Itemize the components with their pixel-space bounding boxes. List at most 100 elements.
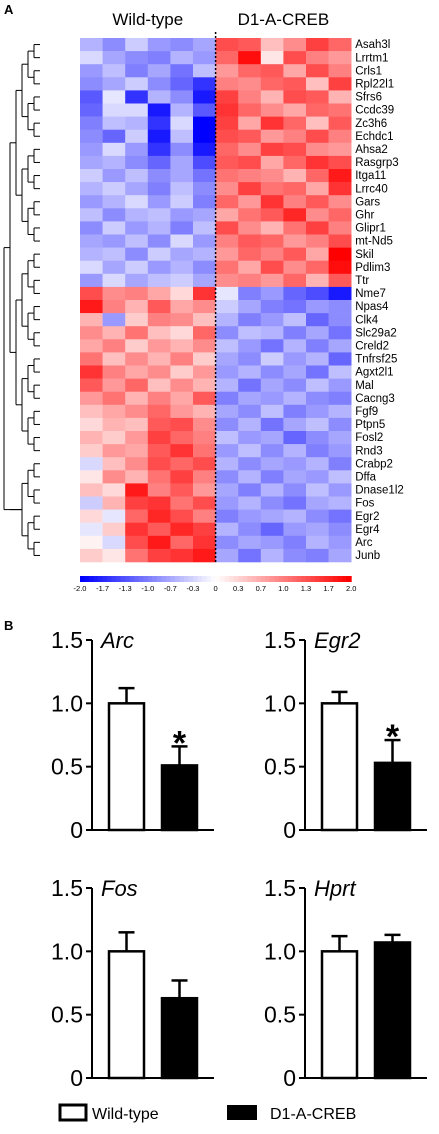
heatmap-cell <box>283 300 307 314</box>
heatmap-cell <box>170 339 194 353</box>
heatmap-cell <box>238 365 262 379</box>
heatmap-cell <box>193 365 216 379</box>
color-scale-step <box>265 576 271 582</box>
heatmap-cell <box>125 326 149 340</box>
heatmap-cell <box>306 522 329 537</box>
heatmap-cell <box>215 339 239 353</box>
heatmap-cell <box>193 195 216 209</box>
color-scale-step <box>183 576 189 582</box>
heatmap-cell <box>125 234 149 248</box>
heatmap-cell <box>147 286 171 301</box>
heatmap-cell <box>193 169 216 183</box>
heatmap-cell <box>147 457 171 471</box>
heatmap-cell <box>125 195 149 209</box>
legend-swatch-wild-type <box>58 1103 88 1122</box>
heatmap-cell <box>306 444 329 458</box>
bar-charts: 0 0.5 1.0 1.5 Arc * 0 0.5 1.0 1.5 Egr2 * 0 0.5 1.0 1.5 F… <box>51 627 427 1091</box>
heatmap-cell <box>102 142 126 157</box>
heatmap-cell <box>80 496 103 510</box>
heatmap-cell <box>215 260 239 275</box>
heatmap-cell <box>193 352 216 366</box>
gene-label: Itga11 <box>355 170 386 182</box>
heatmap-cell <box>328 404 352 419</box>
heatmap-cell <box>147 169 171 183</box>
heatmap-cell <box>102 286 126 301</box>
heatmap-cell <box>306 77 329 91</box>
heatmap-cell <box>193 116 216 130</box>
color-scale-step <box>306 576 312 582</box>
heatmap-cell <box>306 496 329 510</box>
heatmap-cell <box>102 509 126 523</box>
heatmap-cell <box>328 391 352 406</box>
heatmap-cell <box>260 404 284 419</box>
gene-label: mt-Nd5 <box>355 236 393 248</box>
heatmap-cell <box>193 496 216 510</box>
heatmap-cell <box>125 51 149 65</box>
heatmap-cell <box>238 339 262 353</box>
heatmap-cell <box>215 51 239 65</box>
heatmap-cell <box>80 77 103 91</box>
heatmap-cell <box>147 155 171 170</box>
heatmap-cell <box>260 431 284 445</box>
heatmap-cell <box>147 391 171 406</box>
heatmap-cell <box>193 273 216 288</box>
heatmap-cell <box>238 234 262 248</box>
heatmap-cell <box>125 103 149 117</box>
heatmap-cell <box>80 300 103 314</box>
color-scale-step <box>256 576 262 582</box>
heatmap-cell <box>102 404 126 419</box>
heatmap-cell <box>306 129 329 144</box>
heatmap-cell <box>238 155 262 170</box>
heatmap-cell <box>238 286 262 301</box>
heatmap-cell <box>147 339 171 353</box>
heatmap-cell <box>80 155 103 170</box>
heatmap-cell <box>215 38 239 52</box>
heatmap-cell <box>125 208 149 222</box>
heatmap-cell <box>260 496 284 510</box>
color-scale-step <box>233 576 239 582</box>
heatmap-cell <box>147 352 171 366</box>
gene-label: Ahsa2 <box>355 144 388 156</box>
heatmap-cell <box>283 103 307 117</box>
heatmap-cell <box>238 116 262 130</box>
color-scale-step <box>315 576 321 582</box>
heatmap-cell <box>147 273 171 288</box>
bar-wild-type <box>107 950 146 1080</box>
heatmap-cell <box>170 77 194 91</box>
heatmap-cell <box>147 522 171 537</box>
gene-label: Crls1 <box>355 65 382 77</box>
bar-wild-type <box>320 950 359 1080</box>
bar-legend: Wild-type D1-A-CREB <box>58 1103 356 1123</box>
gene-label: Skil <box>355 249 374 261</box>
color-scale-step <box>310 576 316 582</box>
heatmap-cell <box>238 457 262 471</box>
heatmap-cell <box>215 64 239 78</box>
heatmap-cell <box>238 51 262 65</box>
heatmap-cell <box>170 548 194 563</box>
heatmap-cell <box>328 535 352 550</box>
heatmap-cell <box>215 326 239 340</box>
color-scale-step <box>93 576 99 582</box>
heatmap-cell <box>260 300 284 314</box>
heatmap-cell <box>328 444 352 458</box>
heatmap-cell <box>283 496 307 510</box>
heatmap-cell <box>193 470 216 484</box>
heatmap-cell <box>125 260 149 275</box>
color-scale-step <box>211 576 217 582</box>
heatmap-cell <box>80 142 103 157</box>
heatmap-cell <box>193 38 216 52</box>
color-scale-step <box>260 576 266 582</box>
gene-label: Clk4 <box>355 314 379 326</box>
heatmap-cell <box>238 548 262 563</box>
heatmap-cell <box>306 431 329 445</box>
heatmap-cell <box>147 129 171 144</box>
heatmap-cell <box>283 38 307 52</box>
heatmap-cell <box>215 457 239 471</box>
heatmap-cell <box>170 509 194 523</box>
heatmap-cell <box>102 496 126 510</box>
heatmap-cell <box>102 260 126 275</box>
heatmap-cell <box>260 378 284 392</box>
heatmap-cell <box>215 116 239 130</box>
heatmap-cell <box>80 391 103 406</box>
heatmap-cell <box>193 417 216 432</box>
